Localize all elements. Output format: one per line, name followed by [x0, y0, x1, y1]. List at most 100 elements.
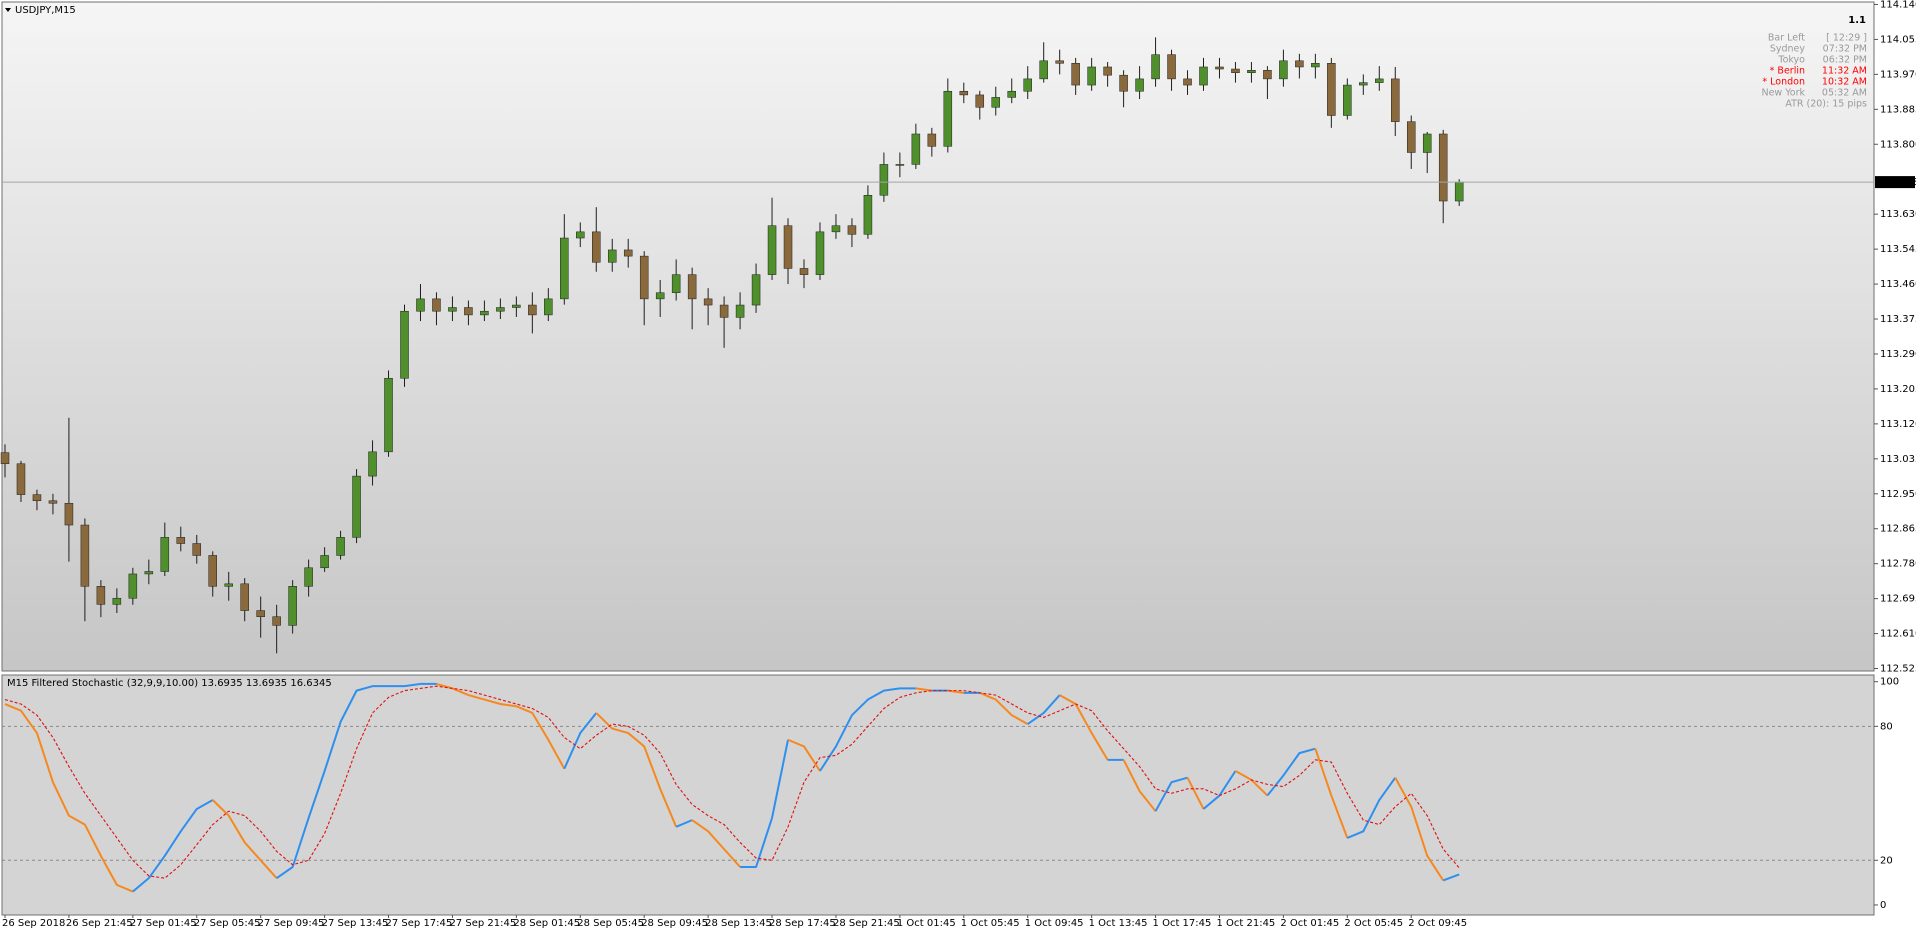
indicator-line — [1122, 759, 1157, 812]
x-tick-label: 28 Sep 21:45 — [833, 918, 900, 929]
candle-body — [687, 274, 697, 300]
x-tick-label: 26 Sep 2018 — [2, 918, 65, 929]
x-tick-label: 27 Sep 01:45 — [130, 918, 197, 929]
candle-body — [352, 475, 361, 538]
indicator-line — [1154, 776, 1188, 812]
candle-body — [1422, 133, 1432, 153]
candle-body — [560, 237, 569, 300]
candle-body — [1087, 66, 1096, 86]
x-tick-label: 27 Sep 13:45 — [322, 918, 389, 929]
candle-body — [272, 616, 281, 626]
indicator-line — [915, 687, 932, 692]
indicator-pane — [1, 674, 1875, 916]
indicator-line — [1346, 777, 1397, 839]
candle-body — [208, 555, 217, 587]
y-tick-label: 112.525 — [1880, 664, 1916, 675]
y-tick-label: 114.055 — [1880, 34, 1916, 45]
candle-body — [64, 502, 74, 526]
candle-body — [144, 571, 154, 575]
x-tick-label: 1 Oct 13:45 — [1089, 918, 1148, 929]
indicator-line — [1394, 777, 1445, 881]
candle-body — [879, 164, 889, 196]
candle-body — [959, 90, 969, 96]
candle-body — [240, 583, 249, 611]
indicator-line — [979, 691, 1029, 725]
candle-body — [927, 133, 937, 147]
candle-body — [1263, 70, 1272, 80]
x-tick-label: 1 Oct 09:45 — [1025, 918, 1084, 929]
candle-body — [671, 274, 681, 293]
x-tick-label: 1 Oct 01:45 — [897, 918, 956, 929]
candle-body — [1167, 54, 1176, 80]
candle-body — [512, 304, 521, 308]
indicator-line — [787, 738, 821, 772]
candle-body — [48, 500, 58, 504]
candle-body — [1215, 66, 1224, 70]
x-tick-label: 27 Sep 09:45 — [258, 918, 325, 929]
indicator-title: M15 Filtered Stochastic (32,9,9,10.00) 1… — [7, 678, 332, 689]
candle-body — [751, 274, 761, 306]
candle-body — [400, 310, 409, 379]
candle-body — [176, 537, 186, 544]
candle-body — [16, 463, 26, 495]
candle-body — [160, 537, 170, 572]
candle-body — [1343, 84, 1352, 116]
indicator-line — [691, 819, 741, 868]
candle-body — [735, 304, 745, 318]
candle-body — [1295, 60, 1304, 68]
info-panel: Bar Left [ 12:29 ] Sydney 07:32 PM Tokyo 06:3… — [1761, 33, 1867, 110]
y-tick-label: 112.695 — [1880, 594, 1916, 605]
candle-body — [1103, 66, 1112, 76]
candle-body — [623, 249, 633, 257]
info-label: Bar Left — [1768, 33, 1805, 44]
y-tick-label: 113.120 — [1880, 419, 1916, 430]
menu-arrow[interactable] — [5, 8, 11, 12]
candle-body — [863, 195, 873, 235]
indicator-line — [276, 682, 437, 879]
candle-body — [96, 586, 106, 605]
candle-body — [288, 586, 297, 626]
candle-body — [1279, 60, 1288, 80]
indicator-line — [436, 682, 566, 770]
x-tick-label: 26 Sep 21:45 — [66, 918, 133, 929]
indicator-line — [740, 739, 789, 868]
x-tick-label: 28 Sep 09:45 — [641, 918, 708, 929]
candle-body — [224, 583, 233, 587]
y-tick-label: 113.800 — [1880, 139, 1916, 150]
info-label: Tokyo — [1777, 55, 1805, 66]
indicator-line — [1059, 694, 1109, 761]
indicator-line — [1442, 873, 1460, 882]
candle-body — [192, 543, 202, 556]
x-tick-label: 28 Sep 17:45 — [769, 918, 836, 929]
y-tick-label: 113.545 — [1880, 244, 1916, 255]
candle-body — [0, 452, 10, 465]
info-time: [ 12:29 ] — [1826, 33, 1867, 44]
candle-body — [464, 307, 473, 316]
candle-body — [655, 292, 665, 300]
candle-body — [847, 225, 857, 235]
y-tick-label: 113.375 — [1880, 314, 1916, 325]
candle-body — [128, 573, 138, 599]
candle-body — [32, 494, 42, 502]
info-time: 07:32 PM — [1823, 44, 1867, 55]
candle-body — [80, 524, 90, 587]
candle-body — [1454, 181, 1464, 202]
candle-body — [1023, 78, 1032, 92]
candle-body — [719, 304, 729, 318]
info-label: Sydney — [1770, 44, 1806, 55]
x-tick-label: 2 Oct 05:45 — [1344, 918, 1403, 929]
current-price-box — [1875, 176, 1915, 189]
candle-body — [1327, 63, 1336, 116]
price-layer — [0, 37, 1874, 654]
y-tick-label: 113.885 — [1880, 104, 1916, 115]
candle-body — [991, 97, 1001, 108]
x-tick-label: 27 Sep 17:45 — [386, 918, 453, 929]
candle-body — [320, 555, 329, 569]
candle-body — [112, 597, 122, 605]
candle-body — [815, 231, 825, 275]
y-tick-label: 112.865 — [1880, 524, 1916, 535]
candle-body — [368, 451, 377, 477]
y-tick-label: 112.780 — [1880, 559, 1916, 570]
info-label: New York — [1761, 88, 1805, 99]
